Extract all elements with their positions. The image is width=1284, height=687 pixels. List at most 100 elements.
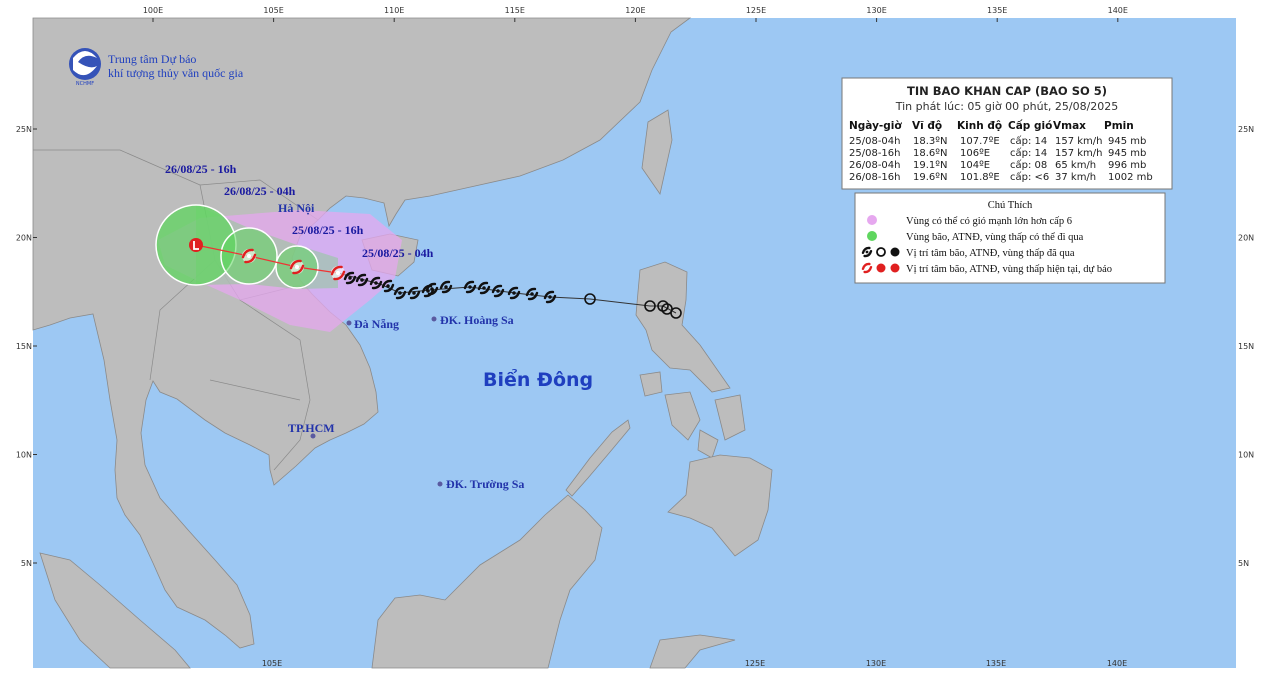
storm-eye <box>374 281 378 285</box>
palawan <box>565 419 631 497</box>
table-cell: 19.6ºN <box>913 172 947 183</box>
org-name: Trung tâm Dự báo <box>108 52 196 66</box>
forecast-positions <box>189 238 346 281</box>
storm-eye <box>548 295 552 299</box>
lon-label: 135E <box>987 6 1007 15</box>
table-cell: 18.6ºN <box>913 148 947 159</box>
legend-item: Vị trí tâm bão, ATNĐ, vùng thấp đã qua <box>906 248 1075 259</box>
taiwan <box>641 109 673 195</box>
storm-icon <box>425 282 439 296</box>
city-label: ĐK. Hoàng Sa <box>440 313 514 327</box>
storm-icon <box>507 286 521 300</box>
graticule-labels: 100E 105E 110E 115E 120E 125E 130E 135E 140E 105E… <box>16 6 1254 668</box>
low-icon <box>189 238 203 252</box>
lat-label: 5N <box>1238 559 1249 568</box>
lon-label: 120E <box>625 6 645 15</box>
storm-icon <box>861 246 873 258</box>
storm-icon <box>477 281 491 295</box>
track-time-label: 25/08/25 - 16h <box>292 223 364 237</box>
borneo <box>371 494 603 669</box>
storm-icon <box>289 259 305 275</box>
past-positions <box>343 271 557 304</box>
table-cell: 18.3ºN <box>913 136 947 147</box>
storm-eye <box>530 292 534 296</box>
storm-icon <box>381 279 395 293</box>
lon-label: 105E <box>262 659 282 668</box>
mainland <box>32 17 692 649</box>
storm-icon <box>861 262 873 274</box>
table-cell: 1002 mb <box>1108 172 1153 183</box>
storm-eye <box>468 285 472 289</box>
storm-eye <box>348 276 352 280</box>
storm-icon <box>369 276 383 290</box>
table-header: Ngày-giờ <box>849 120 902 132</box>
storm-eye <box>444 285 448 289</box>
table-cell: 996 mb <box>1108 160 1146 171</box>
lat-label: 10N <box>1238 451 1254 460</box>
bulletin-box <box>841 77 1173 190</box>
lon-label: 125E <box>745 659 765 668</box>
forecast-track <box>195 244 339 274</box>
storm-eye <box>430 287 434 291</box>
table-cell: 945 mb <box>1108 148 1146 159</box>
mindanao <box>667 454 773 557</box>
legend-box <box>854 192 1166 284</box>
lat-label: 20N <box>16 234 32 243</box>
storm-icon <box>491 284 505 298</box>
track-time-label: 26/08/25 - 04h <box>224 184 296 198</box>
storm-icon <box>543 290 557 304</box>
bulletin-table: Ngày-giờ Vĩ độ Kinh độ Cấp gió Vmax Pmin 25/08… <box>849 119 1153 183</box>
city-label: Đà Nẵng <box>354 317 399 331</box>
sea-label: Biển Đông <box>483 368 593 391</box>
table-cell: cấp: 14 <box>1010 147 1047 159</box>
storm-icon <box>343 271 357 285</box>
table-cell: 101.8ºE <box>960 172 1000 183</box>
storm-eye <box>246 253 252 259</box>
storm-icon <box>330 265 346 281</box>
lon-label: 135E <box>986 659 1006 668</box>
table-cell: cấp: 08 <box>1010 159 1047 171</box>
storm-eye <box>512 291 516 295</box>
table-cell: 26/08-04h <box>849 160 901 171</box>
table-cell: 65 km/h <box>1055 160 1096 171</box>
lon-label: 140E <box>1108 6 1128 15</box>
storm-icon <box>241 248 257 264</box>
lon-label: 130E <box>866 6 886 15</box>
table-cell: 25/08-04h <box>849 136 901 147</box>
city-label: TP.HCM <box>288 421 335 435</box>
legend-icons <box>861 246 900 274</box>
table-header: Kinh độ <box>957 120 1002 132</box>
low-glyph <box>193 241 199 250</box>
storm-eye <box>398 291 402 295</box>
legend-circle <box>876 263 886 273</box>
table-cell: 157 km/h <box>1055 148 1103 159</box>
lon-label: 125E <box>746 6 766 15</box>
city-label: ĐK. Trường Sa <box>446 477 524 491</box>
luzon <box>635 261 731 393</box>
lon-label: 105E <box>263 6 283 15</box>
sumatra <box>39 552 191 669</box>
sulawesi <box>649 634 736 669</box>
table-header: Vmax <box>1053 120 1086 132</box>
legend-title: Chú Thích <box>988 200 1033 211</box>
logo: NCHMF <box>69 48 101 87</box>
storm-icon <box>355 273 369 287</box>
lat-label: 25N <box>16 125 32 134</box>
table-header: Vĩ độ <box>912 120 942 132</box>
past-low-positions <box>584 293 682 319</box>
storm-eye <box>386 284 390 288</box>
lat-label: 15N <box>1238 342 1254 351</box>
table-cell: cấp: 14 <box>1010 135 1047 147</box>
lat-label: 25N <box>1238 125 1254 134</box>
legend-item: Vùng bão, ATNĐ, vùng thấp có thể đi qua <box>906 232 1084 243</box>
lat-label: 15N <box>16 342 32 351</box>
storm-eye <box>294 264 300 270</box>
track-time-label: 26/08/25 - 16h <box>165 162 237 176</box>
lon-label: 130E <box>866 659 886 668</box>
table-cell: cấp: <6 <box>1010 171 1049 183</box>
storm-eye <box>360 278 364 282</box>
lon-label: 140E <box>1107 659 1127 668</box>
storm-icon <box>463 280 477 294</box>
storm-icon <box>439 280 453 294</box>
